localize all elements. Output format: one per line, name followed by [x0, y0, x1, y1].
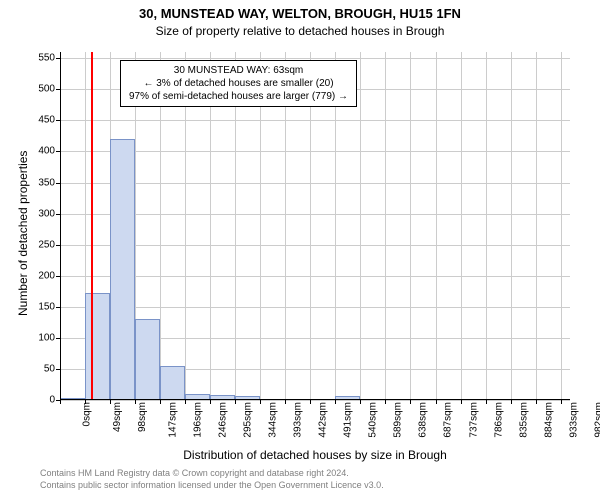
x-tick — [110, 400, 111, 404]
x-tick — [360, 400, 361, 404]
x-tick-label: 49sqm — [112, 402, 123, 432]
x-tick-label: 786sqm — [493, 402, 504, 438]
x-tick — [511, 400, 512, 404]
x-tick — [310, 400, 311, 404]
info-line: 30 MUNSTEAD WAY: 63sqm — [129, 64, 348, 77]
chart-subtitle: Size of property relative to detached ho… — [0, 24, 600, 38]
x-tick — [210, 400, 211, 404]
histogram-bar — [135, 319, 160, 400]
grid-line — [461, 52, 462, 400]
info-line: 97% of semi-detached houses are larger (… — [129, 90, 348, 103]
x-tick — [260, 400, 261, 404]
x-tick — [160, 400, 161, 404]
x-tick — [486, 400, 487, 404]
x-tick-label: 884sqm — [543, 402, 554, 438]
x-tick — [135, 400, 136, 404]
grid-line — [60, 245, 570, 246]
grid-line — [60, 307, 570, 308]
grid-line — [385, 52, 386, 400]
x-tick-label: 246sqm — [218, 402, 229, 438]
y-axis — [60, 52, 61, 400]
grid-line — [436, 52, 437, 400]
grid-line — [60, 151, 570, 152]
grid-line — [60, 120, 570, 121]
histogram-bar — [85, 293, 110, 401]
grid-line — [486, 52, 487, 400]
x-tick — [410, 400, 411, 404]
grid-line — [60, 214, 570, 215]
x-tick-label: 295sqm — [243, 402, 254, 438]
x-tick — [461, 400, 462, 404]
x-tick — [85, 400, 86, 404]
footer-line: Contains HM Land Registry data © Crown c… — [40, 468, 384, 480]
x-tick-label: 589sqm — [393, 402, 404, 438]
x-axis-label: Distribution of detached houses by size … — [60, 448, 570, 462]
x-tick-label: 98sqm — [137, 402, 148, 432]
grid-line — [60, 400, 570, 401]
x-tick-label: 393sqm — [293, 402, 304, 438]
x-tick — [536, 400, 537, 404]
x-tick-label: 147sqm — [168, 402, 179, 438]
x-tick-label: 737sqm — [468, 402, 479, 438]
grid-line — [561, 52, 562, 400]
grid-line — [410, 52, 411, 400]
x-tick-label: 442sqm — [318, 402, 329, 438]
x-tick-label: 0sqm — [81, 402, 92, 426]
x-tick — [185, 400, 186, 404]
grid-line — [536, 52, 537, 400]
property-marker-line — [91, 52, 93, 400]
x-tick — [235, 400, 236, 404]
info-box: 30 MUNSTEAD WAY: 63sqm← 3% of detached h… — [120, 60, 357, 107]
x-tick — [335, 400, 336, 404]
chart-title: 30, MUNSTEAD WAY, WELTON, BROUGH, HU15 1… — [0, 6, 600, 21]
x-axis — [60, 399, 570, 400]
histogram-bar — [160, 366, 186, 400]
x-tick — [561, 400, 562, 404]
x-tick-label: 196sqm — [193, 402, 204, 438]
x-tick-label: 491sqm — [343, 402, 354, 438]
x-tick — [285, 400, 286, 404]
x-tick — [60, 400, 61, 404]
grid-line — [60, 183, 570, 184]
x-tick-label: 982sqm — [593, 402, 600, 438]
x-tick — [436, 400, 437, 404]
info-line: ← 3% of detached houses are smaller (20) — [129, 77, 348, 90]
attribution-footer: Contains HM Land Registry data © Crown c… — [40, 468, 384, 491]
grid-line — [360, 52, 361, 400]
y-axis-label: Number of detached properties — [16, 151, 30, 316]
x-tick-label: 540sqm — [368, 402, 379, 438]
histogram-bar — [110, 139, 135, 400]
x-tick-label: 835sqm — [518, 402, 529, 438]
x-tick — [385, 400, 386, 404]
grid-line — [511, 52, 512, 400]
x-tick-label: 638sqm — [418, 402, 429, 438]
plot-area: 0501001502002503003504004505005500sqm49s… — [60, 52, 570, 400]
grid-line — [60, 276, 570, 277]
footer-line: Contains public sector information licen… — [40, 480, 384, 492]
x-tick-label: 933sqm — [568, 402, 579, 438]
x-tick-label: 344sqm — [268, 402, 279, 438]
x-tick-label: 687sqm — [443, 402, 454, 438]
